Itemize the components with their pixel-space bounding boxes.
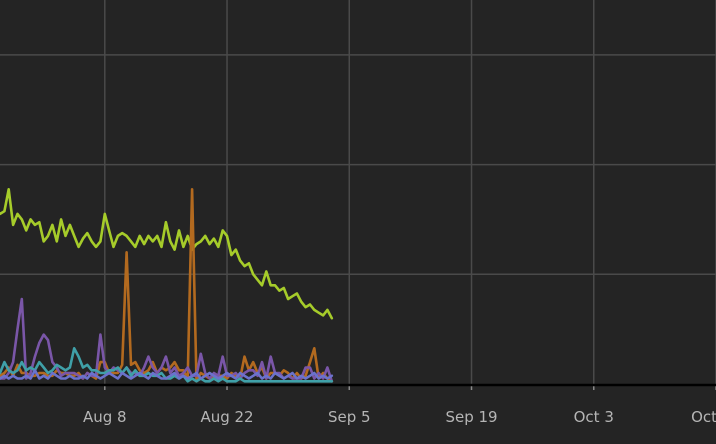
x-axis: Aug 8 Aug 22 Sep 5 Sep 19 Oct 3 Oct 17 bbox=[0, 383, 716, 426]
x-tick-label: Sep 19 bbox=[445, 408, 497, 426]
x-tick-label: Sep 5 bbox=[328, 408, 371, 426]
series-line-1 bbox=[0, 188, 334, 320]
x-tick-label: Aug 8 bbox=[83, 408, 127, 426]
x-tick-label: Oct 3 bbox=[574, 408, 614, 426]
grid-lines bbox=[0, 0, 716, 384]
series-lines bbox=[0, 188, 334, 383]
series-line-5 bbox=[0, 368, 334, 380]
series-line-4 bbox=[0, 346, 334, 383]
x-tick-label: Aug 22 bbox=[200, 408, 253, 426]
x-tick-label: Oct 17 bbox=[691, 408, 716, 426]
